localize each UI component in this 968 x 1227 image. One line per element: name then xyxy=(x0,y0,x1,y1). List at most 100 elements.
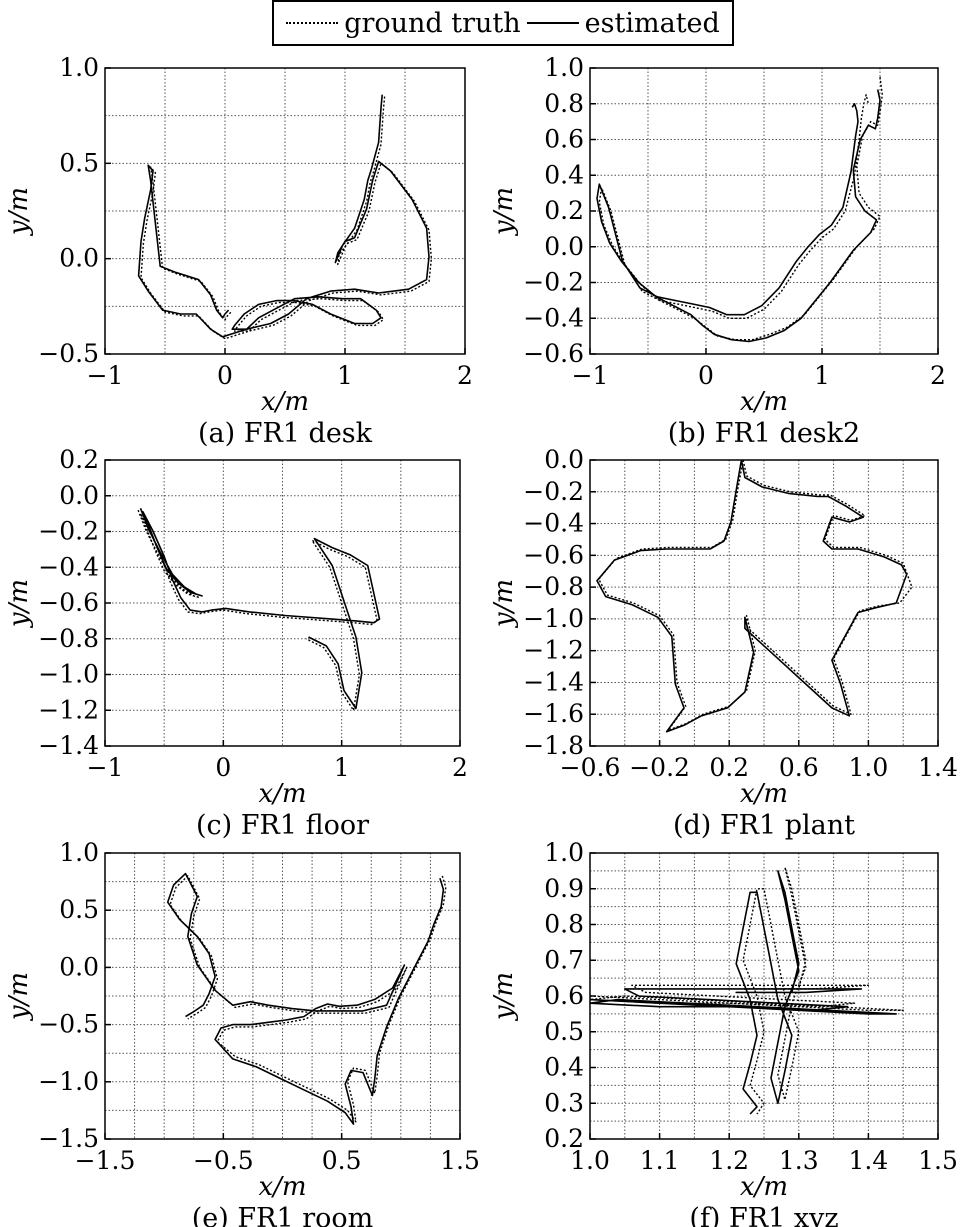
y-tick-label: 1.0 xyxy=(544,53,584,82)
y-tick-label: 0.5 xyxy=(59,895,99,924)
x-tick-label: 1.2 xyxy=(709,1146,749,1175)
legend-estimated-label: estimated xyxy=(584,7,720,39)
y-tick-label: −1.5 xyxy=(38,1124,99,1153)
chart-panel-2: −1 0 1 2 −1.4 −1.2 −1.0 −0.8 −0.6 −0.4 −0.2 0.0 0.2 x… xyxy=(4,445,468,841)
x-tick-label: 0.5 xyxy=(322,1146,362,1175)
series-line-estimated xyxy=(139,508,381,710)
y-tick-label: −0.2 xyxy=(38,517,99,546)
y-tick-label: 0.0 xyxy=(544,232,584,261)
x-tick-label: 0.2 xyxy=(709,753,749,782)
y-tick-label: −1.2 xyxy=(523,636,584,665)
y-axis-label: y/m xyxy=(4,972,34,1021)
y-tick-label: 0.9 xyxy=(544,874,584,903)
plot-frame xyxy=(104,67,466,355)
chart-caption: (a) FR1 desk xyxy=(198,418,373,449)
series-line-estimated xyxy=(596,459,908,733)
x-tick-label: 1 xyxy=(337,361,353,390)
y-tick-label: 0.2 xyxy=(544,1124,584,1153)
x-axis-label: x/m xyxy=(740,779,788,809)
y-tick-label: −1.8 xyxy=(523,731,584,760)
y-tick-label: −1.0 xyxy=(38,660,99,689)
x-tick-label: 1.4 xyxy=(918,753,958,782)
series-line-ground-truth xyxy=(137,509,378,711)
y-tick-label: 0.0 xyxy=(544,445,584,474)
x-axis-label: x/m xyxy=(740,1172,788,1202)
y-axis-label: y/m xyxy=(4,187,34,236)
y-tick-label: −1.2 xyxy=(38,695,99,724)
y-tick-label: 0.7 xyxy=(544,945,584,974)
chart-caption: (d) FR1 plant xyxy=(673,810,855,841)
y-tick-label: 0.5 xyxy=(59,148,99,177)
y-tick-label: 0.0 xyxy=(59,952,99,981)
y-tick-label: 1.0 xyxy=(544,838,584,867)
y-tick-label: −1.0 xyxy=(523,604,584,633)
y-axis-label: y/m xyxy=(4,579,34,628)
series-line-estimated xyxy=(166,872,445,1125)
y-tick-label: −0.8 xyxy=(38,624,99,653)
x-tick-label: 1.3 xyxy=(779,1146,819,1175)
y-tick-label: −1.6 xyxy=(523,699,584,728)
y-tick-label: 0.4 xyxy=(544,1053,584,1082)
plot-frame xyxy=(104,852,461,1140)
y-tick-label: 0.8 xyxy=(544,910,584,939)
y-tick-label: −1.4 xyxy=(38,731,99,760)
y-tick-label: −0.5 xyxy=(38,339,99,368)
x-tick-label: 1 xyxy=(814,361,830,390)
chart-caption: (e) FR1 room xyxy=(192,1203,373,1227)
chart-panel-1: −1 0 1 2 −0.6 −0.4 −0.2 0.0 0.2 0.4 0.6 0.8 1.0 x/m y/… xyxy=(489,53,946,449)
x-tick-label: 0.6 xyxy=(779,753,819,782)
legend: ground truth estimated xyxy=(272,0,734,46)
x-axis-label: x/m xyxy=(740,387,788,417)
x-tick-label: −0.5 xyxy=(193,1146,254,1175)
chart-panel-4: −1.5 −0.5 0.5 1.5 −1.5 −1.0 −0.5 0.0 0.5 1.0 x/m y/… xyxy=(4,838,480,1227)
y-axis-label: y/m xyxy=(489,187,519,236)
plot-frame xyxy=(589,459,939,747)
legend-ground-truth-swatch xyxy=(286,22,339,24)
x-tick-label: −0.2 xyxy=(629,753,690,782)
y-tick-label: 0.2 xyxy=(544,196,584,225)
y-tick-label: −0.6 xyxy=(523,339,584,368)
y-tick-label: 0.6 xyxy=(544,981,584,1010)
y-tick-label: 0.6 xyxy=(544,125,584,154)
chart-panel-0: −1 0 1 2 −0.5 0.0 0.5 1.0 x/m y/m (a) FR1 desk xyxy=(4,53,473,449)
y-tick-label: 0.3 xyxy=(544,1088,584,1117)
x-tick-label: 0 xyxy=(217,361,233,390)
y-tick-label: −1.4 xyxy=(523,667,584,696)
y-tick-label: 0.0 xyxy=(59,244,99,273)
legend-estimated-swatch xyxy=(526,22,579,24)
series-line-estimated xyxy=(589,870,897,1115)
y-tick-label: 0.8 xyxy=(544,89,584,118)
x-tick-label: 1.4 xyxy=(849,1146,889,1175)
y-tick-label: −0.4 xyxy=(523,303,584,332)
legend-ground-truth-label: ground truth xyxy=(344,7,521,39)
y-tick-label: 0.5 xyxy=(544,1017,584,1046)
y-tick-label: −0.6 xyxy=(523,540,584,569)
chart-panel-5: 1.0 1.1 1.2 1.3 1.4 1.5 0.2 0.3 0.4 0.5 0.6 0.7 0.8 0… xyxy=(489,838,958,1227)
x-tick-label: 2 xyxy=(457,361,473,390)
y-tick-label: 0.4 xyxy=(544,160,584,189)
y-axis-label: y/m xyxy=(489,972,519,1021)
series-line-ground-truth xyxy=(598,459,913,731)
y-axis-label: y/m xyxy=(489,579,519,628)
x-tick-label: −0.6 xyxy=(560,753,621,782)
x-tick-label: −1.5 xyxy=(75,1146,136,1175)
chart-caption: (b) FR1 desk2 xyxy=(668,418,860,449)
x-tick-label: 0 xyxy=(698,361,714,390)
y-tick-label: −0.2 xyxy=(523,477,584,506)
y-tick-label: −0.8 xyxy=(523,572,584,601)
series-line-estimated xyxy=(137,94,430,338)
x-tick-label: 1.5 xyxy=(918,1146,958,1175)
x-tick-label: 1.5 xyxy=(440,1146,480,1175)
chart-caption: (f) FR1 xyz xyxy=(689,1203,838,1227)
chart-caption: (c) FR1 floor xyxy=(196,810,369,841)
y-tick-label: 0.0 xyxy=(59,481,99,510)
x-tick-label: −1 xyxy=(87,753,124,782)
series-line-estimated xyxy=(596,89,881,343)
x-tick-label: 2 xyxy=(930,361,946,390)
y-tick-label: −1.0 xyxy=(38,1067,99,1096)
x-tick-label: 2 xyxy=(452,753,468,782)
x-tick-label: 1.1 xyxy=(640,1146,680,1175)
x-tick-label: 1.0 xyxy=(570,1146,610,1175)
x-tick-label: −1 xyxy=(87,361,124,390)
chart-panel-3: −0.6 −0.2 0.2 0.6 1.0 1.4 −1.8 −1.6 −1.4−1.2 −1.0… xyxy=(489,445,958,841)
